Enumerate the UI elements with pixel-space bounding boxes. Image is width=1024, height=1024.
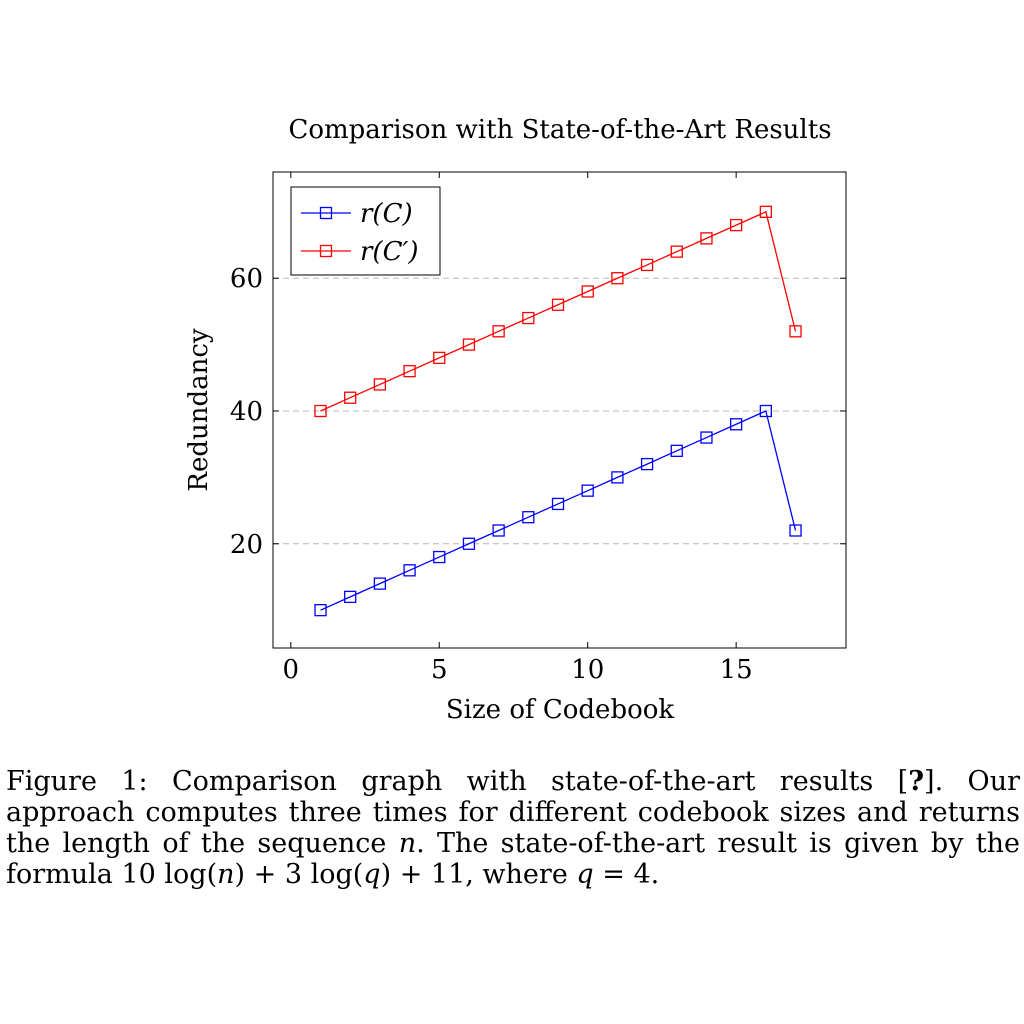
caption-text-2: ]. Our approach computes three times for… [6,766,1020,859]
data-point-series-2 [344,391,357,404]
data-point-series-2 [640,258,654,272]
y-axis-label: Redundancy [184,328,214,492]
data-point-series-1 [433,550,446,564]
data-point-series-2 [581,285,594,298]
data-point-series-1 [759,404,772,418]
gridlines [273,277,846,545]
caption-label: Figure 1: [6,766,148,797]
data-point-series-2 [492,325,505,338]
data-point-series-1 [700,431,713,444]
chart-title: Comparison with State-of-the-Art Results [288,115,831,145]
xtick-label: 5 [431,655,448,685]
data-point-series-2 [730,218,743,232]
data-point-series-1 [640,457,654,471]
caption-var-q2: q [576,859,594,890]
chart: Comparison with State-of-the-Art Results… [184,115,847,725]
data-point-series-1 [789,524,802,537]
xtick-label: 10 [571,655,604,685]
ytick-label: 20 [230,530,263,560]
data-point-series-2 [373,378,387,391]
caption-var-n: n [398,828,417,859]
caption-text-4: ) + 3 log( [234,859,364,890]
legend-marker-series-1 [319,206,333,220]
data-point-series-1 [314,604,327,617]
data-point-series-1 [492,524,505,537]
plot-frame [272,171,847,649]
x-axis-label: Size of Codebook [446,695,675,725]
xtick-label: 0 [283,655,300,685]
data-point-series-2 [789,325,802,338]
data-point-series-1 [581,484,594,497]
legend: r(C) r(C′) [290,186,441,276]
data-point-series-1 [403,564,416,577]
caption-var-q: q [363,859,381,890]
legend-label-series-2: r(C′) [360,237,419,267]
caption-text-3: . The state-of-the-art result is given b… [6,828,1020,890]
series-line-1 [320,410,797,611]
figure-caption: Figure 1: Comparison graph with state-of… [6,766,1020,890]
xtick-label: 15 [720,655,753,685]
data-point-series-1 [462,537,476,550]
caption-text-1: Comparison graph with state-of-the-art r… [172,766,909,797]
data-point-series-1 [373,577,387,590]
data-point-series-1 [611,471,624,484]
data-point-series-1 [551,497,565,511]
legend-marker-series-2 [319,244,333,258]
legend-box [290,186,441,276]
caption-var-n2: n [217,859,235,890]
series-layer [314,205,802,617]
data-point-series-2 [670,245,683,258]
data-point-series-2 [759,205,772,218]
caption-ref: ? [908,766,925,797]
series-line-2 [320,210,797,412]
data-point-series-1 [344,590,357,604]
legend-label-series-1: r(C) [360,199,413,229]
data-point-series-1 [670,444,683,457]
data-point-series-2 [551,298,565,311]
caption-text-6: = 4. [593,859,660,890]
caption-text-5: ) + 11, where [380,859,577,890]
data-point-series-2 [700,232,713,245]
data-point-series-1 [522,511,535,524]
data-point-series-2 [433,351,446,365]
data-point-series-2 [462,338,476,351]
data-point-series-2 [522,311,535,325]
data-point-series-2 [314,404,327,418]
data-point-series-2 [403,365,416,378]
ytick-label: 40 [230,397,263,427]
data-point-series-2 [611,272,624,285]
data-point-series-1 [730,418,743,431]
axis-ticks: 20 40 60 0 5 10 15 [230,172,846,685]
ytick-label: 60 [230,264,263,294]
